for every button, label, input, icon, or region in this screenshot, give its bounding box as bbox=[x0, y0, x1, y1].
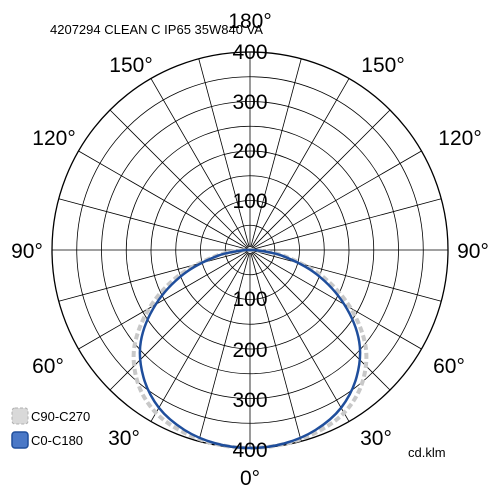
polar-grid bbox=[51, 51, 449, 449]
radial-tick-label: 100 bbox=[232, 288, 267, 311]
grid-spoke bbox=[78, 150, 248, 249]
radial-tick-label: 300 bbox=[232, 389, 267, 412]
series-curve-c0-c180 bbox=[138, 248, 362, 450]
grid-spoke bbox=[150, 78, 249, 248]
chart-title: 4207294 CLEAN C IP65 35W840 VA bbox=[50, 22, 263, 37]
angle-label-0: 0° bbox=[240, 467, 260, 490]
angle-label-150-right: 150° bbox=[361, 54, 404, 77]
angle-label-60-left: 60° bbox=[32, 355, 64, 378]
radial-tick-label: 200 bbox=[232, 339, 267, 362]
radial-tick-label: 400 bbox=[232, 41, 267, 64]
angle-label-180: 180° bbox=[228, 10, 271, 33]
grid-spoke bbox=[251, 252, 350, 422]
grid-spoke bbox=[252, 251, 422, 350]
angle-label-150-left: 150° bbox=[109, 54, 152, 77]
angle-label-30-left: 30° bbox=[108, 427, 140, 450]
legend: C90-C270 C0-C180 bbox=[11, 407, 90, 449]
grid-spoke bbox=[58, 198, 248, 250]
grid-spoke bbox=[250, 252, 302, 442]
legend-swatch-c90-c270 bbox=[11, 407, 29, 425]
grid-spoke bbox=[252, 150, 422, 249]
angle-label-60-right: 60° bbox=[433, 355, 465, 378]
intensity-curves bbox=[131, 248, 369, 450]
grid-spoke bbox=[109, 251, 249, 391]
legend-swatch-c0-c180 bbox=[11, 431, 29, 449]
grid-spoke bbox=[58, 250, 248, 302]
grid-spoke bbox=[78, 251, 248, 350]
legend-label-c90-c270: C90-C270 bbox=[31, 409, 90, 424]
angle-label-90-right: 90° bbox=[457, 240, 489, 263]
unit-label: cd.klm bbox=[408, 445, 446, 460]
grid-spoke bbox=[250, 58, 302, 248]
radial-tick-label: 400 bbox=[232, 439, 267, 462]
radial-tick-label: 300 bbox=[232, 91, 267, 114]
radial-tick-label: 200 bbox=[232, 140, 267, 163]
angle-label-30-right: 30° bbox=[360, 427, 392, 450]
grid-spoke bbox=[252, 198, 442, 250]
grid-spoke bbox=[198, 252, 250, 442]
angle-label-90-left: 90° bbox=[11, 240, 43, 263]
angle-label-120-right: 120° bbox=[438, 127, 481, 150]
grid-spoke bbox=[252, 250, 442, 302]
angle-label-120-left: 120° bbox=[32, 127, 75, 150]
grid-spoke bbox=[150, 252, 249, 422]
chart-labels: 4207294 CLEAN C IP65 35W840 VA cd.klm 40… bbox=[11, 10, 489, 490]
grid-spoke bbox=[251, 109, 391, 249]
grid-spoke bbox=[198, 58, 250, 248]
radial-tick-label: 100 bbox=[232, 190, 267, 213]
grid-spoke bbox=[109, 109, 249, 249]
legend-label-c0-c180: C0-C180 bbox=[31, 433, 83, 448]
grid-spoke bbox=[251, 78, 350, 248]
